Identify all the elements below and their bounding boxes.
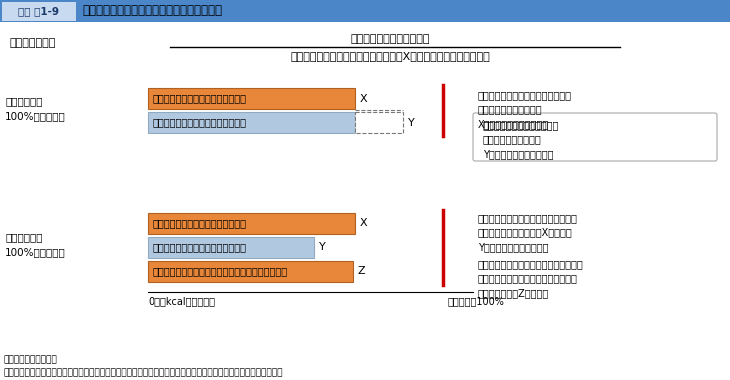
Text: 資料：農林水産省作成: 資料：農林水産省作成 <box>4 355 58 364</box>
Bar <box>2 2 76 21</box>
Bar <box>355 112 403 133</box>
Bar <box>148 261 353 282</box>
FancyBboxPatch shape <box>473 113 717 161</box>
Bar <box>148 237 314 258</box>
Text: 農地を最大限活用した供給可能熱量（X）の生産に必要な労働時間: 農地を最大限活用した供給可能熱量（X）の生産に必要な労働時間 <box>290 51 490 61</box>
Text: 生産に必要な労働力が足りており、
農地を最大限に活用した
Xが供給可能熱量となる。: 生産に必要な労働力が足りており、 農地を最大限に活用した Xが供給可能熱量となる… <box>478 90 572 129</box>
Text: X: X <box>360 218 368 228</box>
Text: 現有労働力の延べ労働時間: 現有労働力の延べ労働時間 <box>350 34 430 44</box>
Text: 労働充足率　＝: 労働充足率 ＝ <box>10 38 56 48</box>
Text: 農地を最大限活用した供給可能熱量: 農地を最大限活用した供給可能熱量 <box>153 218 247 228</box>
Bar <box>148 88 355 109</box>
Text: Z: Z <box>358 266 366 277</box>
Text: 労働充足率100%: 労働充足率100% <box>448 296 505 306</box>
Text: 作付の一部を省力的な作物に置き換え、
農地と労働力をともに最大限活用した
供給可能熱量はZとなる。: 作付の一部を省力的な作物に置き換え、 農地と労働力をともに最大限活用した 供給可… <box>478 259 584 298</box>
Text: 生産に必要な労働力が不足するため、
農地を最大限に活用したXを下回る
Yが供給可能熱量となる。: 生産に必要な労働力が不足するため、 農地を最大限に活用したXを下回る Yが供給可… <box>478 213 578 252</box>
Text: 注：現有労働力の延べ労働時間とは、臨時雇用によるものも含め、現実に農作業に投入された延べ労働時間の推計値: 注：現有労働力の延べ労働時間とは、臨時雇用によるものも含め、現実に農作業に投入さ… <box>4 368 283 377</box>
Bar <box>148 112 355 133</box>
Text: 労働充足率を反映した供給可能熱量: 労働充足率を反映した供給可能熱量 <box>153 117 247 128</box>
Bar <box>0 0 730 22</box>
Text: 労働充足率が
100%未満の場合: 労働充足率が 100%未満の場合 <box>5 233 66 257</box>
Text: 労働充足率を反映した供給可能熱量の考え方: 労働充足率を反映した供給可能熱量の考え方 <box>82 5 222 17</box>
Text: 農地と労働力をともに最大限活用した供給可能熱量: 農地と労働力をともに最大限活用した供給可能熱量 <box>153 266 288 277</box>
Text: Y: Y <box>319 242 326 252</box>
Bar <box>148 213 355 234</box>
Text: 仮に農地に制約がなければ、
労働力を最大活用した
Yが供給可能熱量となる。: 仮に農地に制約がなければ、 労働力を最大活用した Yが供給可能熱量となる。 <box>483 120 559 159</box>
Text: 労働充足率を反映した供給可能熱量: 労働充足率を反映した供給可能熱量 <box>153 242 247 252</box>
Text: 農地を最大限活用した供給可能熱量: 農地を最大限活用した供給可能熱量 <box>153 93 247 103</box>
Text: 労働充足率が
100%以上の場合: 労働充足率が 100%以上の場合 <box>5 97 66 121</box>
Text: X: X <box>360 93 368 103</box>
Text: 0　（kcal／人・日）: 0 （kcal／人・日） <box>148 296 215 306</box>
Text: Y: Y <box>408 117 415 128</box>
Text: 図表 特1-9: 図表 特1-9 <box>18 6 60 16</box>
